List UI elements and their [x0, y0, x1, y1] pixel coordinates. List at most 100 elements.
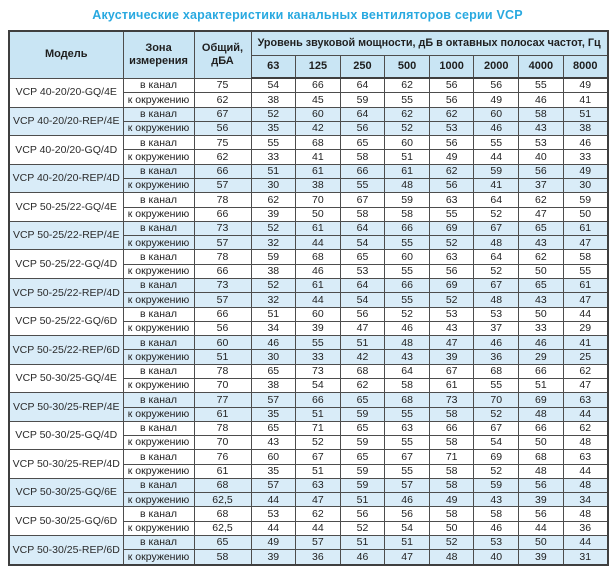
level-cell: 47 [295, 492, 341, 508]
level-cell: 46 [518, 335, 564, 351]
total-dba-cell: 70 [193, 435, 252, 451]
level-cell: 52 [473, 463, 520, 479]
level-cell: 52 [473, 206, 520, 222]
level-cell: 35 [250, 406, 297, 422]
level-cell: 47 [339, 320, 386, 337]
level-cell: 52 [295, 435, 341, 451]
level-cell: 66 [295, 77, 341, 94]
level-cell: 48 [384, 178, 430, 194]
level-cell: 50 [295, 206, 341, 222]
total-dba-cell: 67 [193, 106, 252, 122]
level-cell: 55 [384, 92, 430, 108]
level-cell: 62 [428, 163, 475, 180]
table-row-ambient: к окружению 56 34 39 47 46 43 37 33 29 [9, 320, 609, 337]
level-cell: 48 [518, 463, 564, 479]
level-cell: 30 [250, 349, 297, 365]
level-cell: 46 [384, 492, 430, 508]
zone-cell-duct: в канал [122, 335, 195, 351]
level-cell: 64 [339, 277, 386, 294]
level-cell: 46 [473, 335, 520, 351]
zone-cell-duct: в канал [122, 535, 195, 551]
header-zone: Зона измерения [122, 30, 195, 79]
level-cell: 64 [384, 363, 430, 379]
level-cell: 43 [428, 320, 475, 337]
model-cell: VCP 50-25/22-REP/4D [8, 277, 124, 308]
zone-cell-ambient: к окружению [122, 178, 195, 194]
table-row-ambient: к окружению 62,5 44 44 52 54 50 46 44 36 [9, 520, 609, 537]
level-cell: 58 [384, 377, 430, 394]
level-cell: 38 [250, 92, 297, 108]
table-row-duct: VCP 40-20/20-REP/4E в канал 67 52 60 64 … [8, 106, 609, 137]
level-cell: 61 [562, 277, 609, 294]
level-cell: 46 [473, 120, 520, 137]
level-cell: 55 [384, 463, 430, 479]
model-cell: VCP 40-20/20-REP/4E [8, 106, 124, 137]
level-cell: 56 [428, 77, 475, 94]
level-cell: 32 [250, 292, 297, 308]
level-cell: 69 [428, 277, 475, 294]
level-cell: 66 [339, 163, 386, 180]
level-cell: 48 [518, 406, 564, 422]
zone-cell-ambient: к окружению [122, 549, 195, 566]
level-cell: 48 [428, 549, 475, 566]
level-cell: 62 [295, 506, 341, 522]
total-dba-cell: 56 [193, 320, 252, 337]
level-cell: 67 [473, 220, 520, 237]
model-cell: VCP 50-30/25-REP/4D [8, 449, 124, 479]
zone-cell-duct: в канал [122, 506, 195, 522]
level-cell: 73 [295, 363, 341, 379]
level-cell: 52 [250, 106, 297, 122]
level-cell: 62 [518, 249, 564, 265]
zone-cell-duct: в канал [122, 306, 195, 322]
level-cell: 65 [339, 420, 386, 437]
model-cell: VCP 40-20/20-REP/4D [8, 163, 124, 194]
level-cell: 68 [473, 363, 520, 379]
level-cell: 42 [295, 120, 341, 137]
level-cell: 65 [250, 363, 297, 379]
level-cell: 58 [562, 249, 609, 265]
level-cell: 62 [250, 192, 297, 208]
level-cell: 55 [384, 435, 430, 451]
table-row-duct: VCP 50-25/22-REP/6D в канал 60 46 55 51 … [8, 335, 609, 365]
zone-cell-duct: в канал [122, 277, 195, 294]
table-row-duct: VCP 40-20/20-GQ/4E в канал 75 54 66 64 6… [8, 77, 609, 108]
level-cell: 62 [562, 420, 609, 437]
level-cell: 55 [384, 406, 430, 422]
header-total-dba: Общий, дБА [193, 30, 252, 79]
level-cell: 51 [295, 406, 341, 422]
level-cell: 55 [473, 135, 520, 151]
level-cell: 51 [518, 377, 564, 394]
level-cell: 59 [250, 249, 297, 265]
total-dba-cell: 78 [193, 249, 252, 265]
zone-cell-duct: в канал [122, 163, 195, 180]
level-cell: 55 [473, 377, 520, 394]
level-cell: 58 [339, 206, 386, 222]
level-cell: 49 [473, 92, 520, 108]
model-cell: VCP 50-30/25-GQ/4E [8, 363, 124, 394]
total-dba-cell: 78 [193, 192, 252, 208]
level-cell: 44 [562, 463, 609, 479]
level-cell: 73 [428, 392, 475, 408]
level-cell: 50 [428, 520, 475, 537]
level-cell: 44 [473, 149, 520, 165]
level-cell: 54 [250, 77, 297, 94]
level-cell: 36 [562, 520, 609, 537]
level-cell: 56 [518, 163, 564, 180]
level-cell: 57 [295, 535, 341, 551]
level-cell: 59 [339, 406, 386, 422]
level-cell: 44 [250, 520, 297, 537]
level-cell: 58 [518, 106, 564, 122]
level-cell: 62 [384, 77, 430, 94]
zone-cell-duct: в канал [122, 477, 195, 494]
table-row-duct: VCP 50-30/25-GQ/4D в канал 78 65 71 65 6… [8, 420, 609, 451]
level-cell: 33 [518, 320, 564, 337]
model-cell: VCP 50-30/25-GQ/6E [8, 477, 124, 508]
header-model: Модель [8, 30, 124, 79]
table-row-ambient: к окружению 70 38 54 62 58 61 55 51 47 [9, 377, 609, 394]
total-dba-cell: 51 [193, 349, 252, 365]
level-cell: 51 [250, 163, 297, 180]
level-cell: 67 [428, 363, 475, 379]
level-cell: 60 [473, 106, 520, 122]
level-cell: 33 [562, 149, 609, 165]
level-cell: 67 [339, 192, 386, 208]
